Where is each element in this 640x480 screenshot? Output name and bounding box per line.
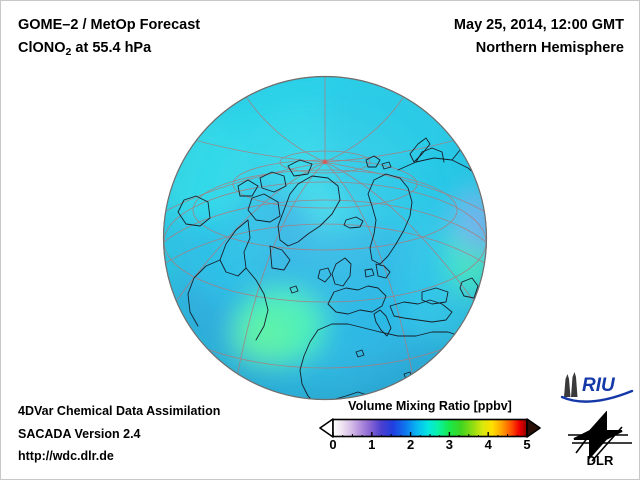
riu-towers-icon (564, 372, 578, 397)
globe-map (160, 74, 490, 404)
colorbar-minor-ticks (342, 434, 518, 437)
credit-version: SACADA Version 2.4 (18, 426, 141, 441)
colorbar-block: Volume Mixing Ratio [ppbv] (315, 399, 545, 455)
colorbar-svg (319, 418, 541, 438)
dlr-bird-icon (568, 411, 632, 462)
dlr-wordmark: DLR (587, 453, 614, 467)
globe-svg (162, 75, 488, 401)
colorbar-under-arrow (319, 418, 334, 438)
header-left: GOME–2 / MetOp Forecast ClONO2 at 55.4 h… (18, 14, 200, 61)
colorbar-gradient (332, 418, 528, 438)
riu-wordmark: RIU (582, 375, 616, 396)
credit-method: 4DVar Chemical Data Assimilation (18, 404, 221, 418)
globe-outline (162, 75, 488, 401)
dlr-logo-svg: DLR (568, 411, 632, 467)
colorbar-tick-0: 0 (329, 437, 337, 452)
riu-swoosh-icon (560, 389, 634, 403)
colorbar-tick-3: 3 (445, 437, 454, 452)
forecast-datetime: May 25, 2014, 12:00 GMT (453, 17, 624, 33)
riu-logo: RIU (558, 371, 636, 407)
instrument-title: GOME–2 / MetOp Forecast (18, 17, 201, 33)
colorbar-strip (315, 418, 545, 438)
species-altitude-title: ClONO2 at 55.4 hPa (18, 37, 200, 61)
north-pole-marker (322, 159, 328, 165)
colorbar-title: Volume Mixing Ratio [ppbv] (348, 399, 512, 413)
map-region-label: Northern Hemisphere (475, 40, 624, 56)
header-right: May 25, 2014, 12:00 GMT Northern Hemisph… (454, 14, 624, 60)
dlr-logo: DLR (566, 411, 636, 467)
colorbar-tick-labels: 0 1 2 3 4 5 (315, 437, 545, 455)
riu-logo-svg: RIU (560, 372, 634, 403)
species-subscript: 2 (65, 46, 72, 58)
colorbar-tick-2: 2 (406, 437, 415, 452)
colorbar-tick-5: 5 (523, 437, 531, 452)
colorbar-tick-4: 4 (484, 437, 492, 452)
credits-block: 4DVar Chemical Data Assimilation SACADA … (18, 400, 220, 468)
colorbar-ticks (332, 432, 528, 437)
colorbar-over-arrow (526, 418, 541, 438)
colorbar-tick-1: 1 (368, 437, 376, 452)
altitude-level: at 55.4 hPa (71, 40, 152, 56)
species-name: ClONO (18, 40, 66, 56)
credit-url[interactable]: http://wdc.dlr.de (18, 449, 114, 463)
